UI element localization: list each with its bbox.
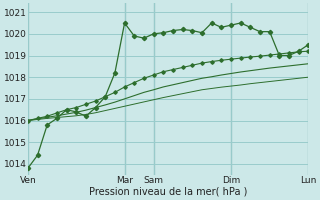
X-axis label: Pression niveau de la mer( hPa ): Pression niveau de la mer( hPa ) <box>89 187 247 197</box>
